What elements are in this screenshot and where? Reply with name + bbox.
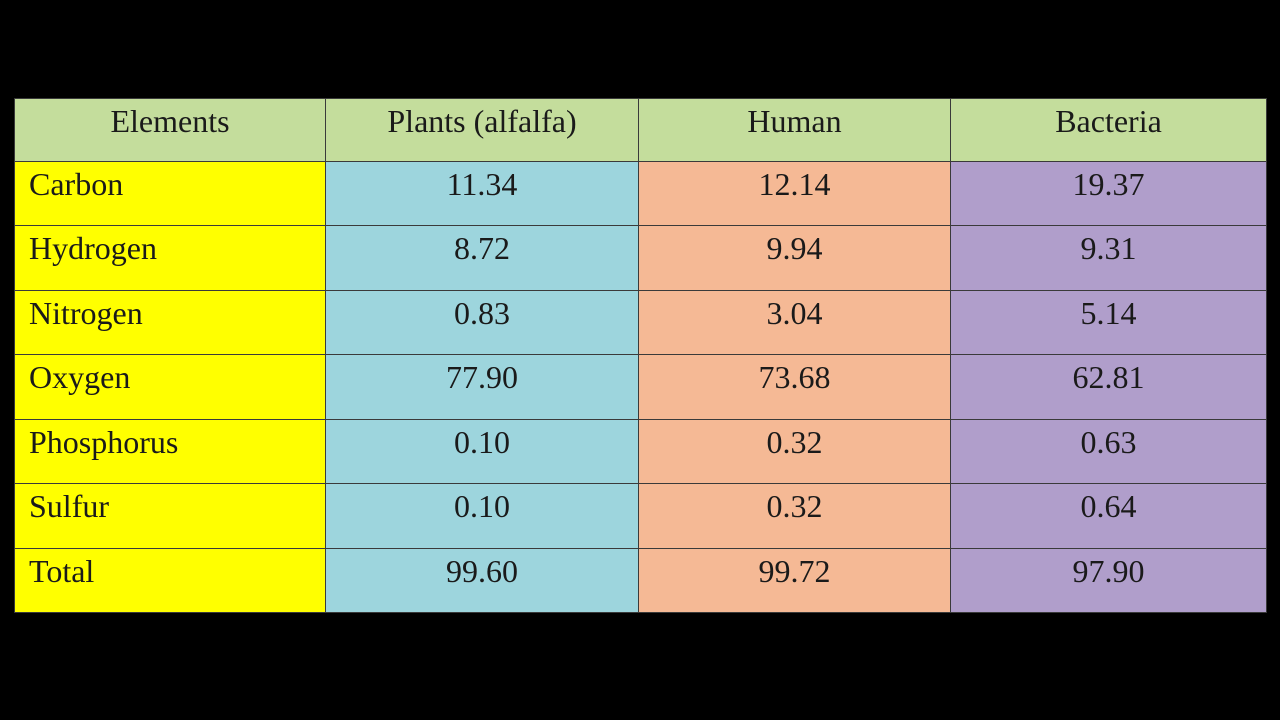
plants-value-cell: 8.72 (325, 225, 639, 291)
plants-value-cell: 11.34 (325, 160, 639, 227)
bacteria-value-cell: 5.14 (950, 289, 1267, 356)
bacteria-value-cell: 97.90 (950, 547, 1267, 614)
element-name-cell: Nitrogen (14, 289, 326, 356)
bacteria-value-cell: 0.64 (950, 483, 1267, 549)
table-row: Carbon 11.34 12.14 19.37 (14, 160, 1267, 227)
header-row: Elements Plants (alfalfa) Human Bacteria (14, 98, 1267, 162)
table-row: Nitrogen 0.83 3.04 5.14 (14, 289, 1267, 356)
element-name-cell: Phosphorus (14, 418, 326, 485)
bacteria-value-cell: 0.63 (950, 418, 1267, 485)
plants-value-cell: 0.10 (325, 483, 639, 549)
table-row: Phosphorus 0.10 0.32 0.63 (14, 418, 1267, 485)
bacteria-value-cell: 9.31 (950, 225, 1267, 291)
table-row: Hydrogen 8.72 9.94 9.31 (14, 225, 1267, 291)
plants-value-cell: 0.10 (325, 418, 639, 485)
table-body: Carbon 11.34 12.14 19.37 Hydrogen 8.72 9… (14, 160, 1267, 614)
element-name-cell: Oxygen (14, 354, 326, 420)
element-name-cell: Carbon (14, 160, 326, 227)
plants-value-cell: 0.83 (325, 289, 639, 356)
human-value-cell: 12.14 (638, 160, 951, 227)
table-header: Elements Plants (alfalfa) Human Bacteria (14, 98, 1267, 162)
header-plants: Plants (alfalfa) (325, 98, 639, 162)
header-human: Human (638, 98, 951, 162)
human-value-cell: 73.68 (638, 354, 951, 420)
table-row: Sulfur 0.10 0.32 0.64 (14, 483, 1267, 549)
plants-value-cell: 77.90 (325, 354, 639, 420)
table-row-total: Total 99.60 99.72 97.90 (14, 547, 1267, 614)
table-row: Oxygen 77.90 73.68 62.81 (14, 354, 1267, 420)
human-value-cell: 0.32 (638, 483, 951, 549)
element-composition-table: Elements Plants (alfalfa) Human Bacteria… (14, 98, 1267, 614)
human-value-cell: 0.32 (638, 418, 951, 485)
element-name-cell: Sulfur (14, 483, 326, 549)
bacteria-value-cell: 62.81 (950, 354, 1267, 420)
human-value-cell: 99.72 (638, 547, 951, 614)
human-value-cell: 3.04 (638, 289, 951, 356)
header-elements: Elements (14, 98, 326, 162)
element-name-cell: Total (14, 547, 326, 614)
plants-value-cell: 99.60 (325, 547, 639, 614)
element-name-cell: Hydrogen (14, 225, 326, 291)
bacteria-value-cell: 19.37 (950, 160, 1267, 227)
header-bacteria: Bacteria (950, 98, 1267, 162)
human-value-cell: 9.94 (638, 225, 951, 291)
